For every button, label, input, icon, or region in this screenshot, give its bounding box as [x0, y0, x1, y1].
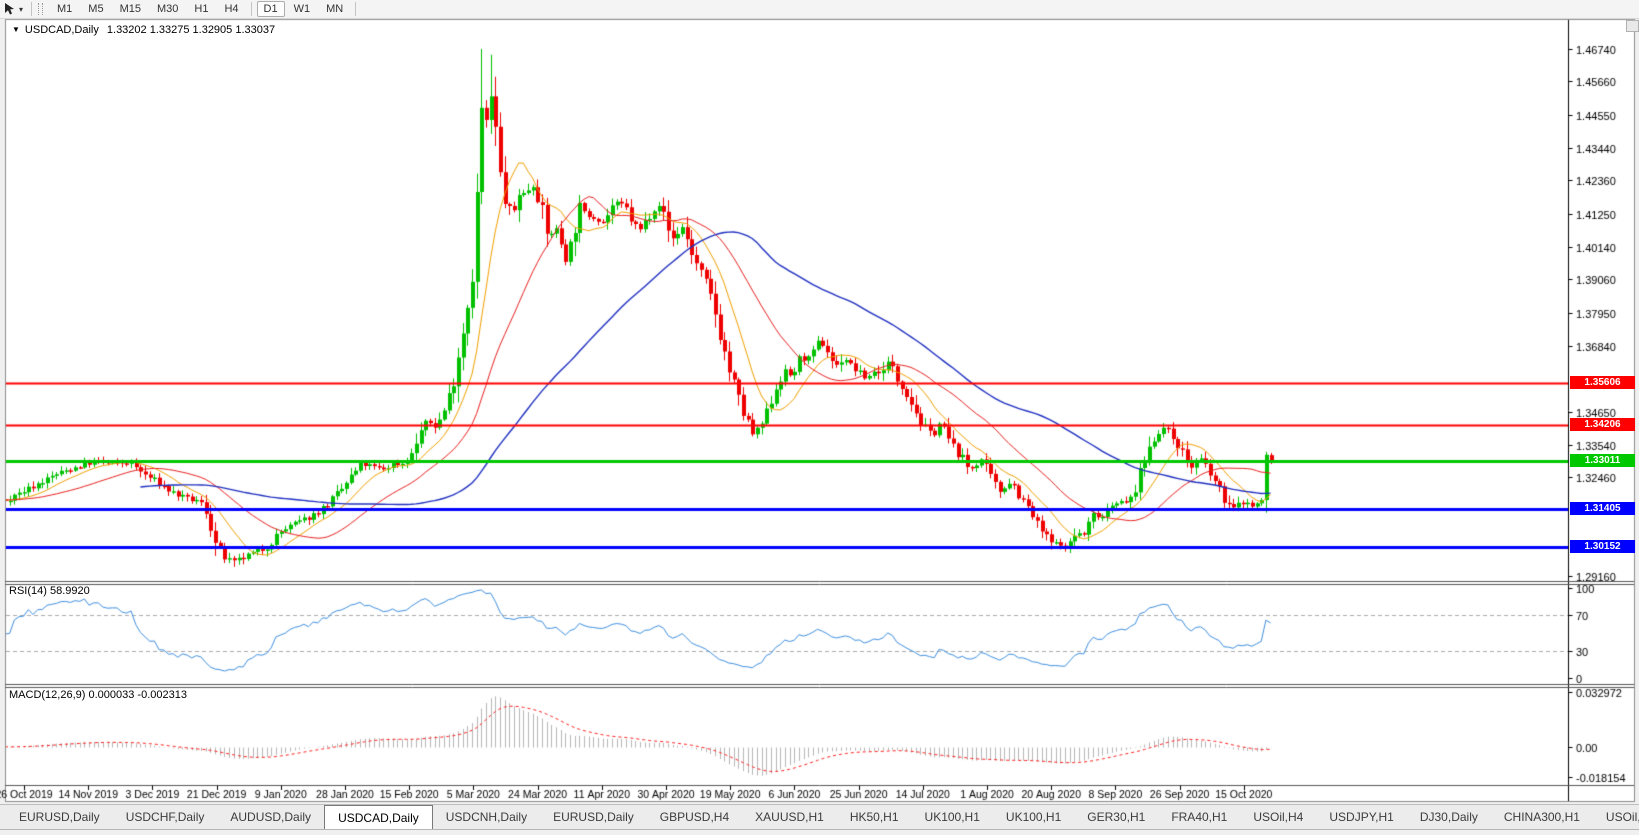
chart-tab-usdjpy-h1[interactable]: USDJPY,H1	[1329, 810, 1394, 824]
timeframe-button-m1[interactable]: M1	[57, 3, 73, 15]
price-line-label-1.35606: 1.35606	[1570, 376, 1635, 389]
chart-tab-gbpusd-h4[interactable]: GBPUSD,H4	[659, 810, 730, 824]
toolbar-grip[interactable]	[38, 3, 44, 15]
rsi-indicator-label: RSI(14) 58.9920	[9, 585, 90, 597]
chart-tab-usoil-h4[interactable]: USOil,H4	[1253, 810, 1304, 824]
chart-symbol-period: USDCAD,Daily	[24, 24, 99, 36]
chart-ohlc-values: 1.33202 1.33275 1.32905 1.33037	[106, 24, 276, 36]
timeframe-button-mn[interactable]: MN	[326, 3, 344, 15]
chart-tabs: EURUSD,Daily USDCHF,Daily AUDUSD,Daily USDC…	[0, 804, 1639, 830]
toolbar-separator	[250, 2, 252, 16]
price-line-label-1.34206: 1.34206	[1570, 418, 1635, 431]
timeframe-button-m5[interactable]: M5	[88, 3, 104, 15]
chart-tab-xauusd-h1[interactable]: XAUUSD,H1	[755, 810, 824, 824]
cursor-tool-icon[interactable]	[3, 2, 17, 16]
price-line-label-1.33011: 1.33011	[1570, 454, 1635, 467]
cursor-dropdown-icon[interactable]: ▾	[19, 4, 24, 14]
price-line-label-1.31405: 1.31405	[1570, 502, 1635, 515]
chart-tab-ger30-h1[interactable]: GER30,H1	[1087, 810, 1146, 824]
chart-tab-usdcnh-daily[interactable]: USDCNH,Daily	[445, 810, 528, 824]
timeframe-button-m15[interactable]: M15	[119, 3, 141, 15]
chart-corner-button[interactable]	[1626, 20, 1639, 32]
timeframe-button-h1[interactable]: H1	[194, 3, 209, 15]
chart-tab-hk50-h1[interactable]: HK50,H1	[849, 810, 899, 824]
chart-tab-dj30-daily[interactable]: DJ30,Daily	[1419, 810, 1478, 824]
chart-tab-eurusd-daily[interactable]: EURUSD,Daily	[19, 810, 100, 824]
timeframe-buttons: M1 M5 M15 M30 H1 H4 D1 W1 MN	[49, 1, 351, 17]
chart-tab-usdcad-daily[interactable]: USDCAD,Daily	[324, 805, 433, 829]
chart-tab-fra40-h1[interactable]: FRA40,H1	[1171, 810, 1228, 824]
top-toolbar: ▾ M1 M5 M15 M30 H1 H4 D1 W1 MN	[0, 0, 1639, 19]
chart-tab-uk100-h1[interactable]: UK100,H1	[924, 810, 980, 824]
toolbar-separator	[355, 2, 357, 16]
chart-tab-audusd-daily[interactable]: AUDUSD,Daily	[230, 810, 312, 824]
chart-tab-uk100-h1[interactable]: UK100,H1	[1005, 810, 1062, 824]
price-line-label-1.30152: 1.30152	[1570, 540, 1635, 553]
chart-tab-eurusd-daily[interactable]: EURUSD,Daily	[553, 810, 634, 824]
macd-indicator-label: MACD(12,26,9) 0.000033 -0.002313	[9, 689, 187, 701]
toolbar-separator	[31, 2, 33, 16]
chart-tab-usdchf-daily[interactable]: USDCHF,Daily	[125, 810, 205, 824]
timeframe-button-h4[interactable]: H4	[224, 3, 239, 15]
timeframe-button-m30[interactable]: M30	[156, 3, 179, 15]
chart-tab-china300-h1[interactable]: CHINA300,H1	[1503, 810, 1580, 824]
timeframe-button-w1[interactable]: W1	[293, 3, 311, 15]
chart-title: ▼ USDCAD,Daily 1.33202 1.33275 1.32905 1.3…	[12, 24, 275, 36]
timeframe-button-d1[interactable]: D1	[256, 1, 285, 17]
chart-quick-nav-icon[interactable]: ▼	[12, 25, 20, 34]
chart-tab-usoil-h1[interactable]: USOil,H1	[1605, 810, 1639, 824]
